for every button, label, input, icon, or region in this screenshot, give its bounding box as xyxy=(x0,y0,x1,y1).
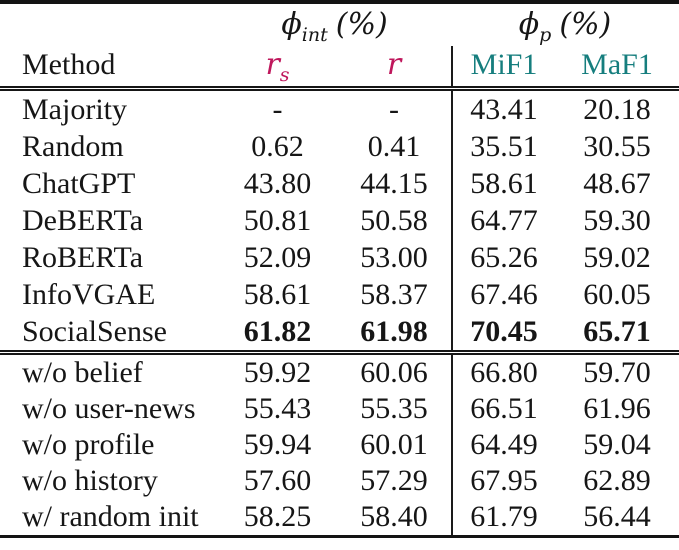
rs-cell: 59.92 xyxy=(243,356,312,389)
method-cell: w/o profile xyxy=(22,428,155,461)
mif1-cell: 67.95 xyxy=(451,463,555,499)
r-cell: 60.01 xyxy=(360,428,428,461)
rs-cell: 58.25 xyxy=(243,500,312,533)
rs-subscript: s xyxy=(279,64,290,86)
table-row: Random 0.62 0.41 35.51 30.55 xyxy=(0,128,679,165)
r-cell: 53.00 xyxy=(360,241,428,274)
group-header-phi-p: ϕp (%) xyxy=(451,4,679,46)
mif1-cell: 61.79 xyxy=(451,499,555,535)
method-cell: Random xyxy=(22,130,124,163)
method-cell: w/o user-news xyxy=(22,392,196,425)
mif1-cell: 66.80 xyxy=(451,355,555,391)
mif1-cell: 70.45 xyxy=(451,313,555,350)
rs-base: r xyxy=(265,47,280,82)
r-cell: 60.06 xyxy=(360,356,428,389)
r-cell: 0.41 xyxy=(367,130,421,163)
phi-int-subscript: int xyxy=(301,24,328,46)
r-cell: 58.40 xyxy=(360,500,428,533)
phi-p-subscript: p xyxy=(539,24,552,46)
rs-cell: 55.43 xyxy=(243,392,312,425)
rs-cell: 58.61 xyxy=(243,278,312,311)
table-row: w/o profile 59.94 60.01 64.49 59.04 xyxy=(0,427,679,463)
mif1-cell: 66.51 xyxy=(451,391,555,427)
maf1-cell: 60.05 xyxy=(583,278,651,311)
table-group-header-row: ϕint (%) ϕp (%) xyxy=(0,4,679,46)
r-cell: 44.15 xyxy=(360,167,428,200)
mif1-cell: 35.51 xyxy=(451,128,555,165)
method-cell: ChatGPT xyxy=(22,167,136,200)
table-row: ChatGPT 43.80 44.15 58.61 48.67 xyxy=(0,165,679,202)
rs-cell: 50.81 xyxy=(243,204,312,237)
table-column-header-row: Method rs r MiF1 MaF1 xyxy=(0,46,679,86)
maf1-cell: 59.02 xyxy=(583,241,651,274)
method-cell: w/o belief xyxy=(22,356,143,389)
rs-cell: 0.62 xyxy=(251,130,304,163)
column-header-rs: rs xyxy=(218,46,337,86)
r-cell: 55.35 xyxy=(360,392,428,425)
method-cell: RoBERTa xyxy=(22,241,144,274)
rs-cell: 57.60 xyxy=(243,464,312,497)
maf1-cell: 59.70 xyxy=(583,356,651,389)
table-row: InfoVGAE 58.61 58.37 67.46 60.05 xyxy=(0,276,679,313)
ablation-section: w/o belief 59.92 60.06 66.80 59.70 w/o u… xyxy=(0,355,679,535)
mif1-cell: 64.49 xyxy=(451,427,555,463)
table-row-socialsense: SocialSense 61.82 61.98 70.45 65.71 xyxy=(0,313,679,350)
mif1-cell: 67.46 xyxy=(451,276,555,313)
phi-symbol: ϕ xyxy=(281,7,302,42)
table-row: w/ random init 58.25 58.40 61.79 56.44 xyxy=(0,499,679,535)
percent-unit: (%) xyxy=(559,7,612,42)
group-header-phi-int: ϕint (%) xyxy=(218,4,451,46)
r-cell: 61.98 xyxy=(360,315,428,348)
main-results-section: Majority - - 43.41 20.18 Random 0.62 0.4… xyxy=(0,91,679,350)
table-row: w/o user-news 55.43 55.35 66.51 61.96 xyxy=(0,391,679,427)
column-header-method: Method xyxy=(22,48,116,81)
maf1-cell: 59.04 xyxy=(583,428,651,461)
table-row: w/o belief 59.92 60.06 66.80 59.70 xyxy=(0,355,679,391)
phi-symbol: ϕ xyxy=(518,7,540,42)
column-header-mif1: MiF1 xyxy=(451,46,555,86)
column-header-maf1: MaF1 xyxy=(581,48,653,81)
method-cell: w/ random init xyxy=(22,500,199,533)
mif1-cell: 65.26 xyxy=(451,239,555,276)
bottom-rule xyxy=(0,535,679,538)
maf1-cell: 65.71 xyxy=(583,315,651,348)
mif1-cell: 64.77 xyxy=(451,202,555,239)
rs-cell: - xyxy=(272,93,283,126)
maf1-cell: 59.30 xyxy=(583,204,651,237)
method-cell: w/o history xyxy=(22,464,158,497)
maf1-cell: 61.96 xyxy=(583,392,651,425)
r-cell: 57.29 xyxy=(360,464,428,497)
r-cell: 58.37 xyxy=(360,278,428,311)
table-row: DeBERTa 50.81 50.58 64.77 59.30 xyxy=(0,202,679,239)
header-divider-rule xyxy=(0,86,679,91)
mif1-cell: 58.61 xyxy=(451,165,555,202)
percent-unit: (%) xyxy=(335,7,388,42)
maf1-cell: 20.18 xyxy=(583,93,651,126)
table-row: w/o history 57.60 57.29 67.95 62.89 xyxy=(0,463,679,499)
method-cell: Majority xyxy=(22,93,127,126)
method-cell: DeBERTa xyxy=(22,204,144,237)
method-cell: SocialSense xyxy=(22,315,167,348)
rs-cell: 59.94 xyxy=(243,428,312,461)
maf1-cell: 30.55 xyxy=(583,130,651,163)
rs-cell: 43.80 xyxy=(243,167,312,200)
rs-cell: 61.82 xyxy=(243,315,312,348)
table-row: Majority - - 43.41 20.18 xyxy=(0,91,679,128)
r-cell: - xyxy=(389,93,399,126)
rs-cell: 52.09 xyxy=(243,241,312,274)
maf1-cell: 62.89 xyxy=(583,464,651,497)
section-divider-rule xyxy=(0,350,679,355)
method-cell: InfoVGAE xyxy=(22,278,156,311)
top-rule xyxy=(0,0,679,4)
r-cell: 50.58 xyxy=(360,204,428,237)
maf1-cell: 48.67 xyxy=(583,167,651,200)
table-row: RoBERTa 52.09 53.00 65.26 59.02 xyxy=(0,239,679,276)
maf1-cell: 56.44 xyxy=(583,500,651,533)
mif1-cell: 43.41 xyxy=(451,91,555,128)
column-header-r: r xyxy=(386,47,402,82)
